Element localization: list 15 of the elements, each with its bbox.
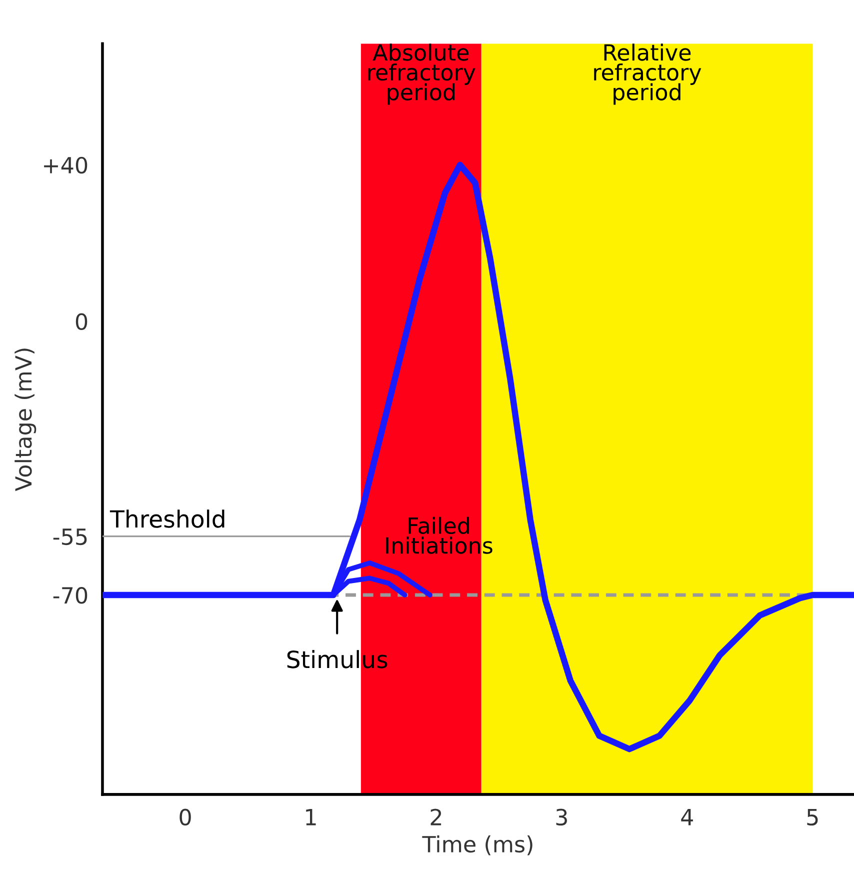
y-tick-label: 0 — [76, 313, 88, 330]
y-axis-title: Voltage (mV) — [14, 348, 36, 492]
y-tick-label: +40 — [44, 156, 88, 174]
y-tick-label: -55 — [53, 528, 87, 546]
y-tick-label: -70 — [53, 586, 88, 604]
x-tick-label: 0 — [180, 808, 191, 826]
x-tick-label: 1 — [306, 809, 316, 826]
x-tick-label: 3 — [556, 808, 567, 826]
band-label: Absolute refractory period — [368, 44, 476, 105]
band-label: Relative refractory period — [594, 44, 702, 105]
x-tick-label: 4 — [681, 809, 693, 826]
x-tick-label: 2 — [430, 808, 442, 826]
annotation: Threshold — [110, 510, 224, 528]
x-axis-title: Time (ms) — [422, 835, 532, 856]
x-tick-label: 5 — [807, 809, 818, 826]
